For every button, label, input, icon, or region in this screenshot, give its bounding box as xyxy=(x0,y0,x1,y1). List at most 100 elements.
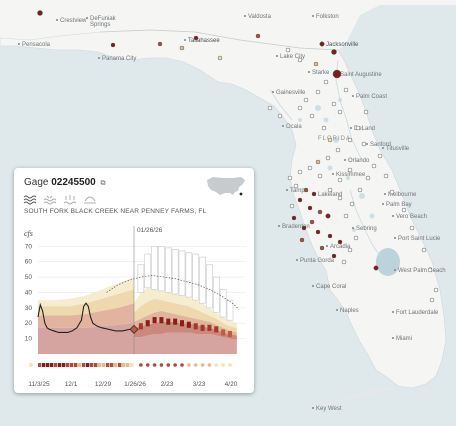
gage-site-dot[interactable] xyxy=(327,187,333,193)
gage-site-dot[interactable] xyxy=(297,197,303,203)
flow-dry-icon[interactable] xyxy=(63,195,77,205)
gage-site-dot[interactable] xyxy=(332,69,342,79)
gage-site-dot[interactable] xyxy=(353,235,359,241)
gage-site-dot[interactable] xyxy=(277,113,283,119)
gage-site-dot[interactable] xyxy=(337,109,343,115)
observed-flow-line xyxy=(37,302,134,334)
gage-site-dot[interactable] xyxy=(343,87,349,93)
gage-site-dot[interactable] xyxy=(433,287,439,293)
gage-site-dot[interactable] xyxy=(337,177,343,183)
gage-site-dot[interactable] xyxy=(179,45,185,51)
gage-site-dot[interactable] xyxy=(287,175,293,181)
gage-site-dot[interactable] xyxy=(315,229,321,235)
city-label: Jacksonville xyxy=(326,42,359,48)
gage-site-dot[interactable] xyxy=(309,219,315,225)
forecast-max-bar xyxy=(226,299,234,321)
gage-site-dot[interactable] xyxy=(315,159,321,165)
flow-low-icon[interactable] xyxy=(43,195,57,205)
forecast-median-bar xyxy=(214,326,219,333)
status-strip-segment xyxy=(42,363,46,367)
flow-waves-icon[interactable] xyxy=(23,195,37,205)
gage-site-dot[interactable] xyxy=(307,205,313,211)
gage-site-dot[interactable] xyxy=(373,265,379,271)
gage-site-dot[interactable] xyxy=(313,61,319,67)
gage-site-dot[interactable] xyxy=(331,253,337,259)
gage-site-dot[interactable] xyxy=(325,213,331,219)
gage-site-dot[interactable] xyxy=(355,125,361,131)
current-value-marker[interactable] xyxy=(129,324,139,334)
gage-site-dot[interactable] xyxy=(325,155,331,161)
gage-site-dot[interactable] xyxy=(427,267,433,273)
gage-site-dot[interactable] xyxy=(377,153,383,159)
gage-site-dot[interactable] xyxy=(331,49,337,55)
gage-site-dot[interactable] xyxy=(255,33,261,39)
gage-site-dot[interactable] xyxy=(429,297,435,303)
city-dot xyxy=(244,15,246,17)
gage-site-dot[interactable] xyxy=(291,215,297,221)
gage-site-dot[interactable] xyxy=(343,213,349,219)
status-strip-segment xyxy=(46,363,50,367)
gage-site-dot[interactable] xyxy=(321,125,327,131)
gage-site-dot[interactable] xyxy=(289,203,295,209)
gage-site-dot[interactable] xyxy=(301,225,307,231)
gage-site-dot[interactable] xyxy=(299,237,305,243)
gage-site-dot[interactable] xyxy=(341,259,347,265)
gage-site-dot[interactable] xyxy=(217,55,223,61)
gage-site-dot[interactable] xyxy=(293,183,299,189)
gage-site-dot[interactable] xyxy=(297,105,303,111)
gage-site-dot[interactable] xyxy=(323,79,329,85)
gage-site-dot[interactable] xyxy=(285,47,291,53)
gage-site-dot[interactable] xyxy=(327,233,333,239)
gage-site-dot[interactable] xyxy=(335,147,341,153)
gage-site-dot[interactable] xyxy=(309,113,315,119)
external-link-icon[interactable]: ⧉ xyxy=(100,180,106,187)
city-label: Bradenton xyxy=(282,224,310,230)
gage-site-dot[interactable] xyxy=(303,187,309,193)
gage-site-dot[interactable] xyxy=(315,89,321,95)
gage-site-dot[interactable] xyxy=(110,42,116,48)
gage-site-dot[interactable] xyxy=(297,57,303,63)
gage-site-dot[interactable] xyxy=(311,191,317,197)
gage-site-dot[interactable] xyxy=(371,163,377,169)
gage-site-dot[interactable] xyxy=(337,195,343,201)
gage-site-dot[interactable] xyxy=(319,245,325,251)
gage-site-dot[interactable] xyxy=(319,41,325,47)
flow-drought-icon[interactable] xyxy=(84,196,96,204)
city-dot xyxy=(366,143,368,145)
gage-site-dot[interactable] xyxy=(193,35,199,41)
gage-site-dot[interactable] xyxy=(303,97,309,103)
gage-site-dot[interactable] xyxy=(267,105,273,111)
gage-site-dot[interactable] xyxy=(389,189,395,195)
gage-site-dot[interactable] xyxy=(365,175,371,181)
gage-site-dot[interactable] xyxy=(307,165,313,171)
gage-site-dot[interactable] xyxy=(317,209,323,215)
city-label: Pensacola xyxy=(22,42,51,48)
gage-site-dot[interactable] xyxy=(347,137,353,143)
gage-site-dot[interactable] xyxy=(327,137,333,143)
gage-site-dot[interactable] xyxy=(401,207,407,213)
forecast-max-bar xyxy=(192,253,200,301)
gage-id[interactable]: 02245500 xyxy=(51,177,96,188)
forecast-band-min-p10 xyxy=(134,321,237,341)
gage-site-dot[interactable] xyxy=(409,225,415,231)
gage-site-dot[interactable] xyxy=(421,247,427,253)
gage-site-dot[interactable] xyxy=(331,101,337,107)
city-dot xyxy=(312,285,314,287)
gage-site-dot[interactable] xyxy=(317,173,323,179)
gage-site-dot[interactable] xyxy=(337,239,343,245)
gage-site-dot[interactable] xyxy=(157,41,163,47)
gage-site-dot[interactable] xyxy=(363,109,369,115)
city-dot xyxy=(384,193,386,195)
y-tick-label: 30 xyxy=(25,305,33,312)
gage-site-dot[interactable] xyxy=(383,173,389,179)
forecast-status-dot xyxy=(159,363,164,367)
gage-site-dot[interactable] xyxy=(349,201,355,207)
gage-site-dot[interactable] xyxy=(361,141,367,147)
gage-site-dot[interactable] xyxy=(37,10,43,16)
city-label: Saint Augustine xyxy=(340,72,382,78)
hydrograph-chart[interactable]: 10 20 30 40 50 60 70 cfs 01/26/26 11/3/25 12/1 12/2… xyxy=(14,226,254,393)
gage-site-dot[interactable] xyxy=(357,187,363,193)
gage-site-dot[interactable] xyxy=(297,169,303,175)
gage-site-dot[interactable] xyxy=(347,247,353,253)
gage-site-dot[interactable] xyxy=(347,167,353,173)
